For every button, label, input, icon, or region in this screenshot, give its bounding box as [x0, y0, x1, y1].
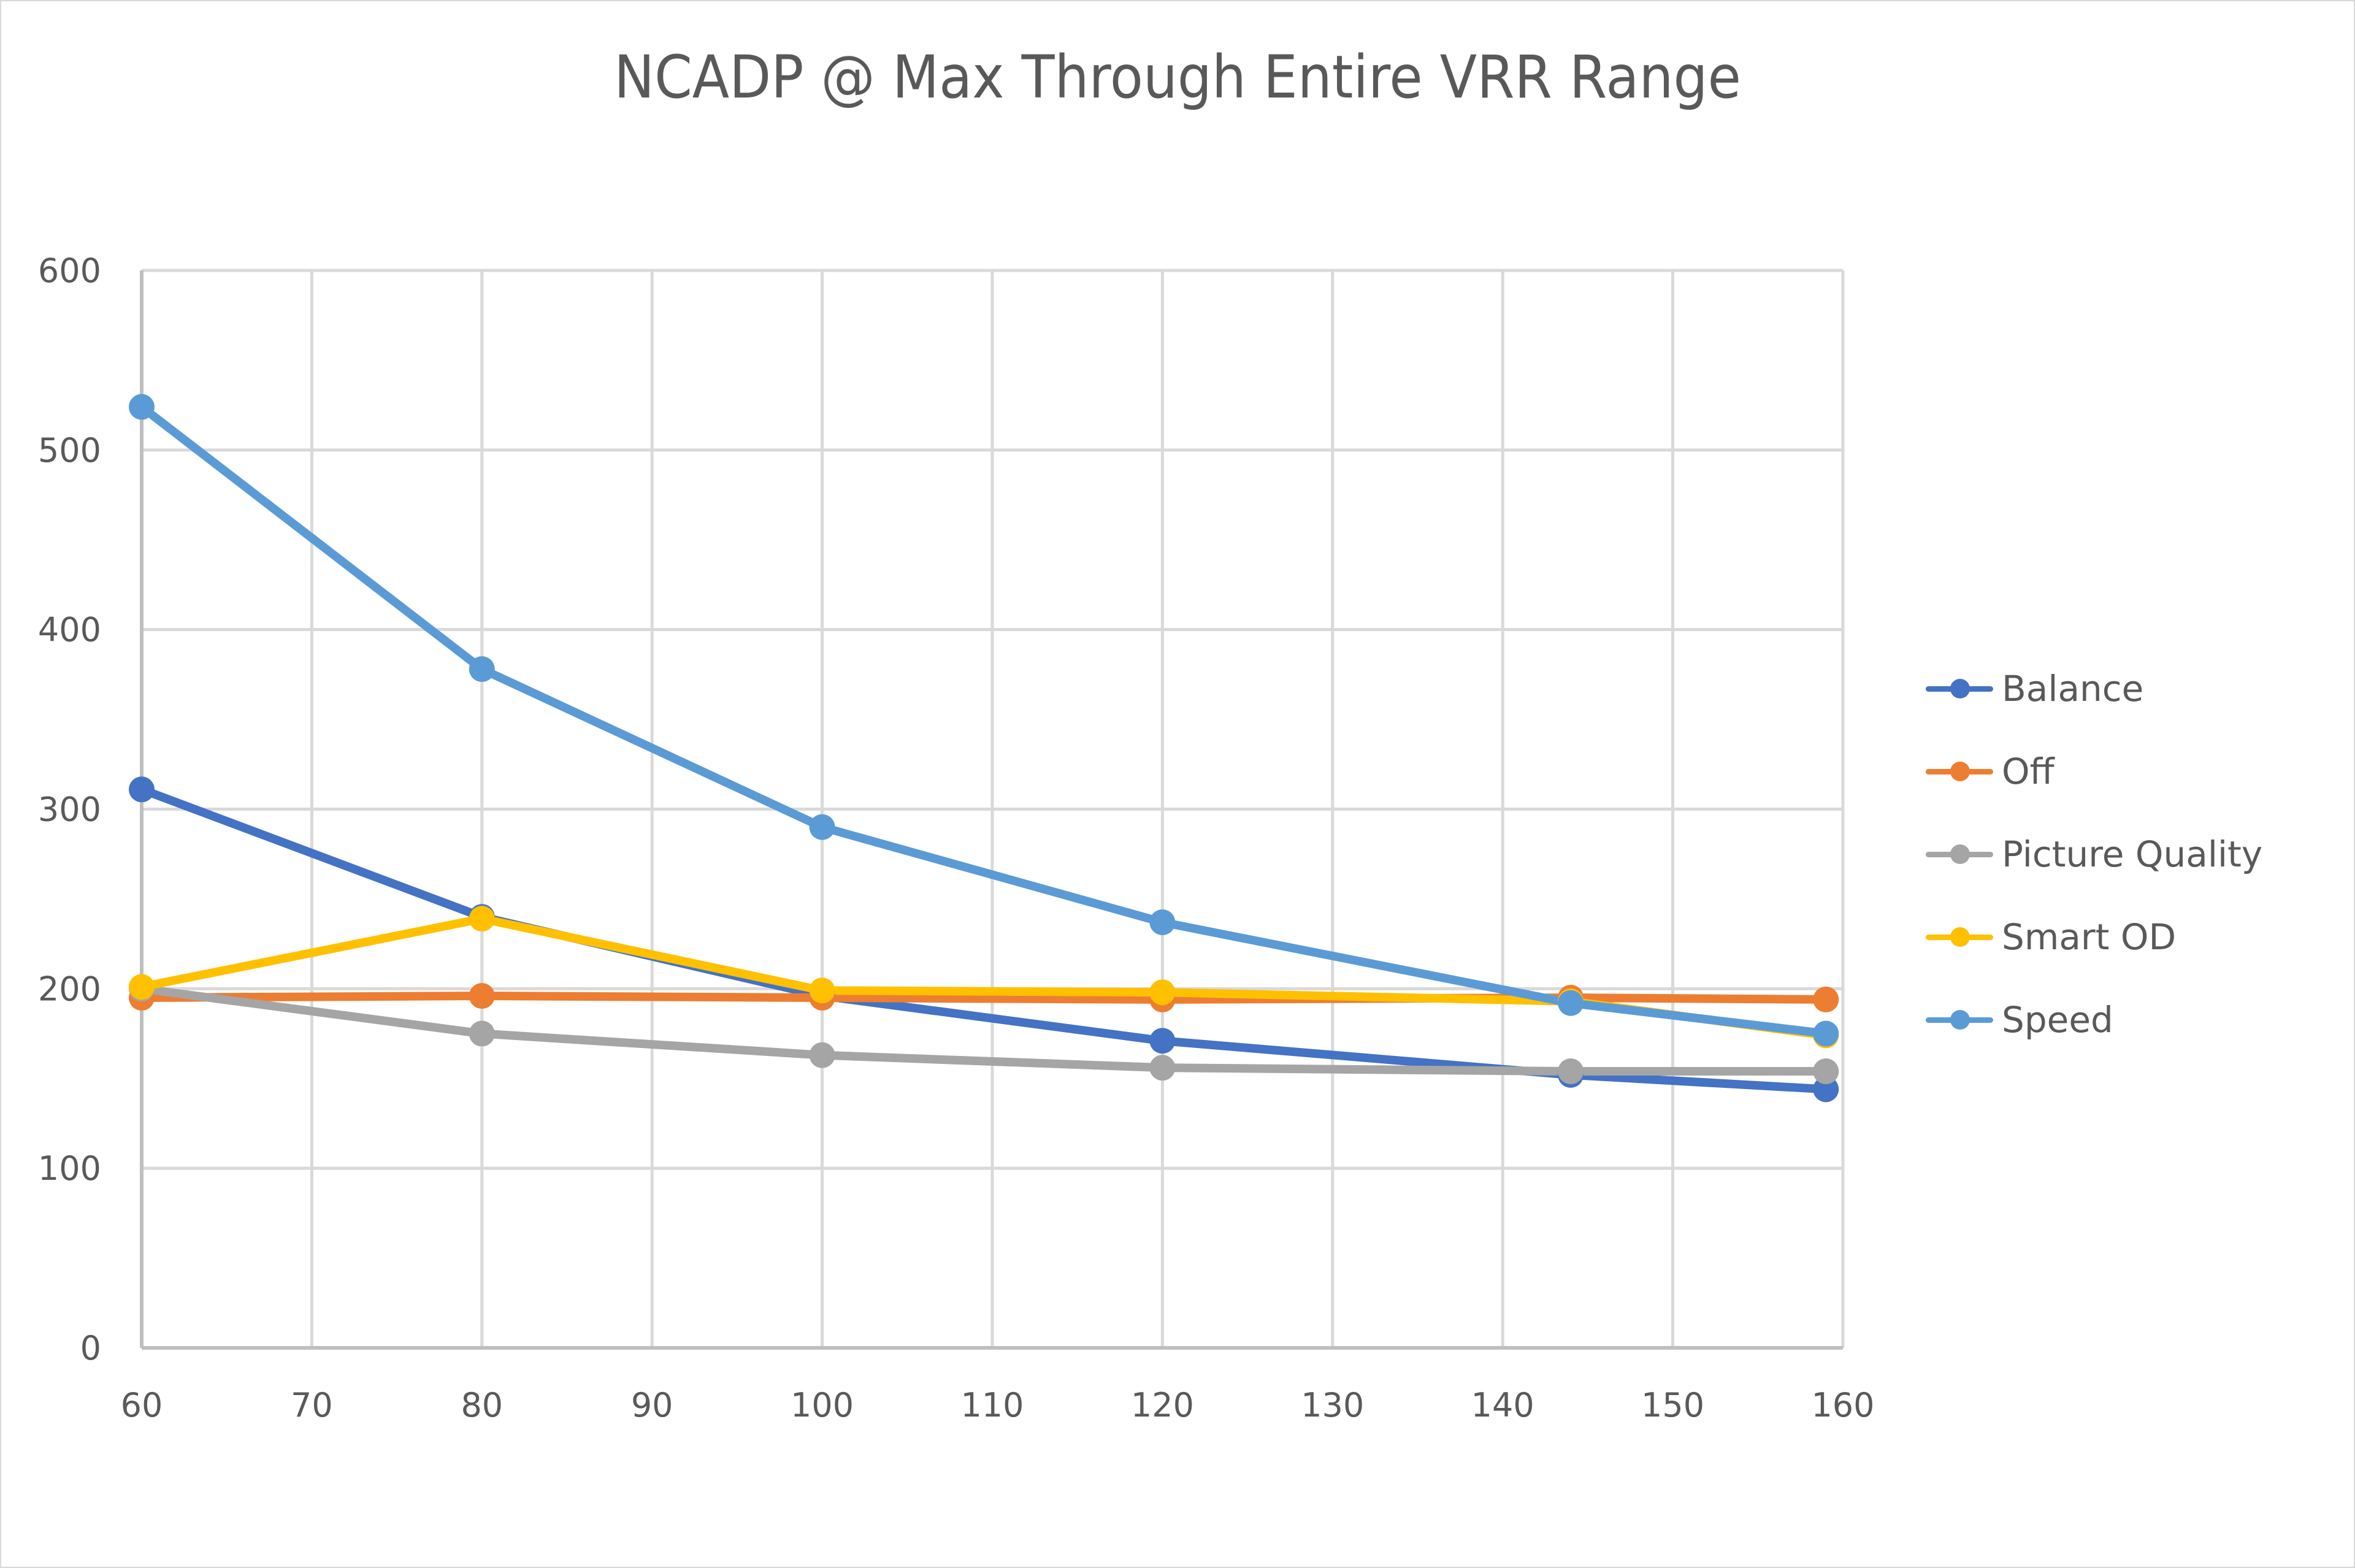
y-tick-label: 0 — [80, 1329, 101, 1367]
legend-marker-icon — [1926, 676, 1993, 701]
series-line-balance — [137, 785, 1831, 1094]
gridlines — [142, 269, 1845, 1348]
data-point-picture-quality — [1558, 1058, 1584, 1085]
x-tick-label: 60 — [121, 1386, 163, 1425]
legend-label: Speed — [2002, 998, 2113, 1041]
axes — [140, 270, 1843, 1350]
data-point-smart-od — [809, 977, 835, 1004]
data-point-balance — [1813, 1076, 1839, 1103]
x-tick-label: 120 — [1131, 1386, 1194, 1425]
series-lines — [137, 402, 1831, 1094]
legend-item-picture-quality: Picture Quality — [1926, 813, 2262, 895]
data-point-speed — [1813, 1020, 1839, 1047]
data-point-off — [1813, 986, 1839, 1012]
data-point-speed — [809, 814, 835, 840]
y-tick-label: 400 — [38, 611, 101, 649]
y-tick-label: 300 — [38, 790, 101, 829]
x-tick-label: 130 — [1301, 1386, 1364, 1425]
legend-item-smart-od: Smart OD — [1926, 895, 2262, 978]
series-line-off — [137, 992, 1831, 1004]
y-tick-label: 600 — [38, 251, 101, 290]
x-tick-label: 160 — [1811, 1386, 1874, 1425]
legend-item-balance: Balance — [1926, 647, 2262, 730]
legend-label: Smart OD — [2002, 916, 2177, 958]
data-point-speed — [469, 656, 495, 683]
legend-marker-icon — [1926, 759, 1993, 784]
legend-label: Off — [2002, 750, 2054, 792]
legend-item-off: Off — [1926, 730, 2262, 813]
data-point-picture-quality — [1149, 1055, 1176, 1081]
series-line-speed — [137, 402, 1831, 1038]
y-tick-label: 100 — [38, 1149, 101, 1188]
data-point-smart-od — [129, 974, 155, 1000]
x-tick-label: 140 — [1471, 1386, 1534, 1425]
data-point-off — [469, 983, 495, 1009]
series-points — [129, 394, 1839, 1103]
legend-label: Picture Quality — [2002, 833, 2263, 875]
legend-marker-icon — [1926, 842, 1993, 866]
data-point-picture-quality — [1813, 1058, 1839, 1085]
y-tick-label: 200 — [38, 969, 101, 1008]
data-point-picture-quality — [469, 1020, 495, 1047]
legend: Balance Off Picture Quality Smart OD Speed — [1926, 647, 2262, 1061]
legend-marker-icon — [1926, 1008, 1993, 1032]
data-point-smart-od — [1149, 979, 1176, 1006]
x-tick-label: 80 — [461, 1386, 503, 1425]
data-point-picture-quality — [809, 1042, 835, 1068]
legend-marker-icon — [1926, 925, 1993, 949]
data-point-speed — [1558, 990, 1584, 1016]
data-point-smart-od — [469, 906, 495, 932]
x-tick-label: 150 — [1641, 1386, 1704, 1425]
data-point-speed — [1149, 909, 1176, 935]
x-tick-label: 70 — [291, 1386, 333, 1425]
x-tick-label: 100 — [791, 1386, 854, 1425]
legend-label: Balance — [2002, 667, 2144, 709]
series-line-picture-quality — [137, 984, 1831, 1076]
data-point-speed — [129, 394, 155, 420]
data-point-balance — [129, 776, 155, 803]
chart-title: NCADP @ Max Through Entire VRR Range — [614, 43, 1741, 112]
y-tick-label: 500 — [38, 431, 101, 470]
x-tick-label: 90 — [631, 1386, 673, 1425]
x-tick-label: 110 — [960, 1386, 1024, 1425]
data-point-balance — [1149, 1028, 1176, 1054]
legend-item-speed: Speed — [1926, 978, 2262, 1061]
tick-labels: 0 100 200 300 400 500 600 60 70 80 90 100 110 120 130 1… — [38, 251, 1875, 1425]
